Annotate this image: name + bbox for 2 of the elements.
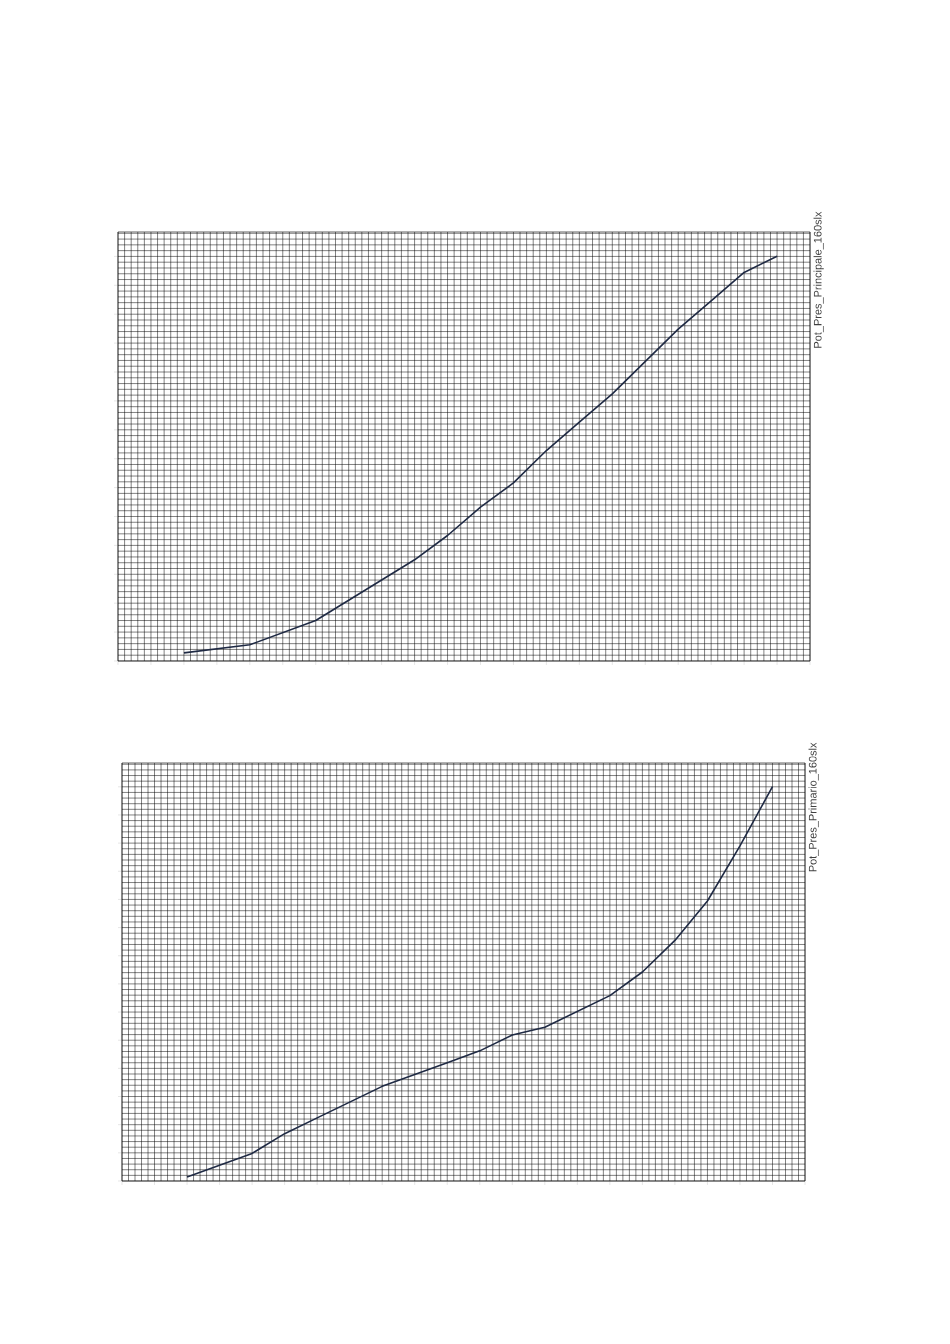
text: Pot_Pres_Principale_160slx — [813, 211, 824, 348]
text: Pot_Pres_Primario_160slx — [808, 742, 819, 872]
